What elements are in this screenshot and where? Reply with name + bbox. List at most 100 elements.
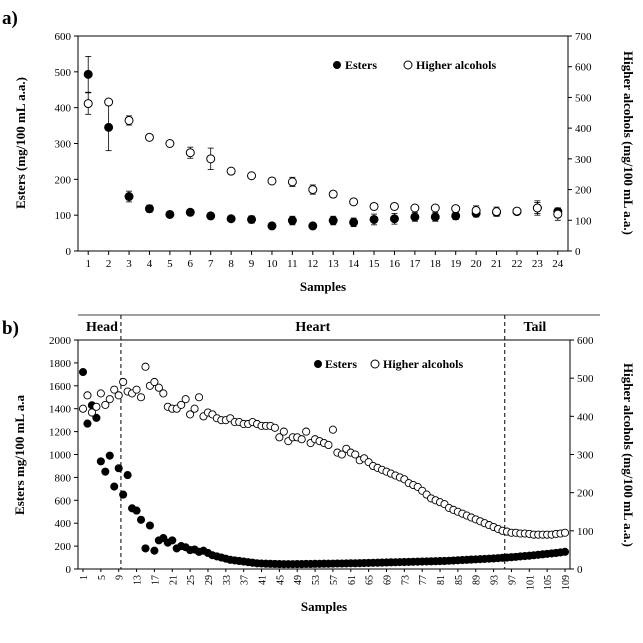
point-higher-alcohols bbox=[114, 391, 123, 400]
point-esters bbox=[123, 471, 132, 480]
point-esters bbox=[410, 212, 420, 222]
point-higher-alcohols bbox=[132, 385, 141, 394]
x-tick-label: 2 bbox=[106, 258, 112, 270]
x-tick-label: 11 bbox=[287, 258, 298, 270]
x-tick-label: 1 bbox=[85, 258, 91, 270]
x-tick-label: 14 bbox=[348, 258, 360, 270]
point-higher-alcohols bbox=[267, 176, 277, 186]
section-label-head: Head bbox=[86, 320, 118, 335]
point-higher-alcohols bbox=[136, 393, 146, 402]
x-tick-label: 25 bbox=[186, 575, 197, 585]
point-higher-alcohols bbox=[308, 185, 318, 195]
section-label-heart: Heart bbox=[295, 320, 330, 335]
x-tick-label: 13 bbox=[328, 258, 340, 270]
y-left-tick-label: 1000 bbox=[49, 450, 72, 462]
x-tick-label: 17 bbox=[150, 575, 161, 585]
y-right-tick-label: 0 bbox=[577, 564, 583, 576]
legend-higher-alcohols-label: Higher alcohols bbox=[383, 357, 463, 371]
point-esters bbox=[226, 214, 236, 224]
x-tick-label: 3 bbox=[126, 258, 132, 270]
point-esters bbox=[92, 413, 101, 422]
legend-higher-alcohols-marker bbox=[403, 60, 413, 70]
x-tick-label: 49 bbox=[293, 575, 304, 585]
y-right-tick-label: 0 bbox=[575, 246, 581, 258]
x-tick-label: 33 bbox=[222, 575, 233, 585]
y-right-tick-label: 600 bbox=[577, 335, 594, 347]
x-tick-label: 97 bbox=[507, 575, 518, 585]
point-higher-alcohols bbox=[389, 201, 399, 211]
point-esters bbox=[308, 221, 318, 231]
point-higher-alcohols bbox=[328, 189, 338, 199]
panel-b-label: b) bbox=[2, 318, 19, 339]
x-tick-label: 10 bbox=[266, 258, 278, 270]
panel-a-ylabel-left: Esters (mg/100 mL a.a.) bbox=[13, 77, 28, 209]
y-left-tick-label: 1800 bbox=[49, 358, 72, 370]
point-higher-alcohols bbox=[471, 205, 481, 215]
x-tick-label: 53 bbox=[311, 575, 322, 585]
point-esters bbox=[110, 482, 119, 491]
y-right-tick-label: 700 bbox=[575, 31, 592, 43]
point-higher-alcohols bbox=[150, 377, 159, 387]
point-higher-alcohols bbox=[247, 171, 257, 181]
panel-a-xlabel: Samples bbox=[300, 279, 346, 294]
point-esters bbox=[560, 547, 570, 556]
point-esters bbox=[145, 521, 154, 530]
x-tick-label: 105 bbox=[543, 575, 554, 590]
x-tick-label: 22 bbox=[511, 258, 522, 270]
point-esters bbox=[168, 536, 177, 545]
point-higher-alcohols bbox=[206, 154, 216, 164]
panel-b-xlabel: Samples bbox=[301, 599, 347, 614]
legend-esters-marker bbox=[333, 61, 341, 69]
point-esters bbox=[101, 467, 110, 476]
point-higher-alcohols bbox=[185, 148, 195, 158]
point-higher-alcohols bbox=[124, 115, 134, 125]
point-higher-alcohols bbox=[451, 204, 461, 214]
point-higher-alcohols bbox=[560, 528, 570, 537]
point-higher-alcohols bbox=[349, 197, 359, 207]
point-higher-alcohols bbox=[190, 404, 199, 413]
point-esters bbox=[389, 214, 399, 224]
point-higher-alcohols bbox=[186, 410, 195, 419]
y-right-tick-label: 200 bbox=[577, 488, 594, 500]
point-higher-alcohols bbox=[297, 435, 306, 444]
point-higher-alcohols bbox=[96, 389, 105, 398]
y-left-tick-label: 400 bbox=[55, 103, 72, 115]
point-higher-alcohols bbox=[181, 395, 190, 404]
point-higher-alcohols bbox=[78, 404, 88, 413]
point-higher-alcohols bbox=[287, 177, 297, 187]
x-tick-label: 1 bbox=[79, 575, 90, 580]
x-tick-label: 9 bbox=[249, 258, 255, 270]
point-higher-alcohols bbox=[159, 389, 168, 398]
x-tick-label: 93 bbox=[490, 575, 501, 585]
y-right-tick-label: 100 bbox=[575, 215, 592, 227]
y-left-tick-label: 2000 bbox=[49, 335, 72, 347]
point-esters bbox=[150, 546, 159, 555]
point-higher-alcohols bbox=[83, 99, 93, 109]
point-esters bbox=[141, 544, 150, 553]
point-esters bbox=[83, 69, 93, 79]
legend-esters-marker bbox=[314, 360, 322, 368]
y-right-tick-label: 600 bbox=[575, 62, 592, 74]
point-higher-alcohols bbox=[328, 425, 337, 434]
x-tick-label: 5 bbox=[97, 575, 108, 580]
y-right-tick-label: 300 bbox=[577, 450, 594, 462]
panel-a-legend: Esters Higher alcohols bbox=[333, 58, 496, 72]
x-tick-label: 61 bbox=[347, 575, 358, 585]
x-tick-label: 13 bbox=[133, 575, 144, 585]
y-left-tick-label: 1200 bbox=[49, 427, 72, 439]
point-higher-alcohols bbox=[430, 203, 440, 213]
x-tick-label: 45 bbox=[275, 575, 286, 585]
x-tick-label: 81 bbox=[436, 575, 447, 585]
point-esters bbox=[349, 217, 359, 227]
panel-a: a) 0 100 200 300 400 500 600 0 100 200 300 400 500 6… bbox=[2, 8, 636, 294]
point-higher-alcohols bbox=[275, 433, 284, 442]
point-higher-alcohols bbox=[512, 206, 522, 216]
point-higher-alcohols bbox=[351, 450, 360, 459]
point-higher-alcohols bbox=[101, 400, 110, 409]
x-tick-label: 29 bbox=[204, 575, 215, 585]
point-higher-alcohols bbox=[105, 395, 114, 404]
point-higher-alcohols bbox=[110, 385, 119, 394]
point-higher-alcohols bbox=[141, 362, 150, 371]
point-higher-alcohols bbox=[270, 423, 279, 432]
